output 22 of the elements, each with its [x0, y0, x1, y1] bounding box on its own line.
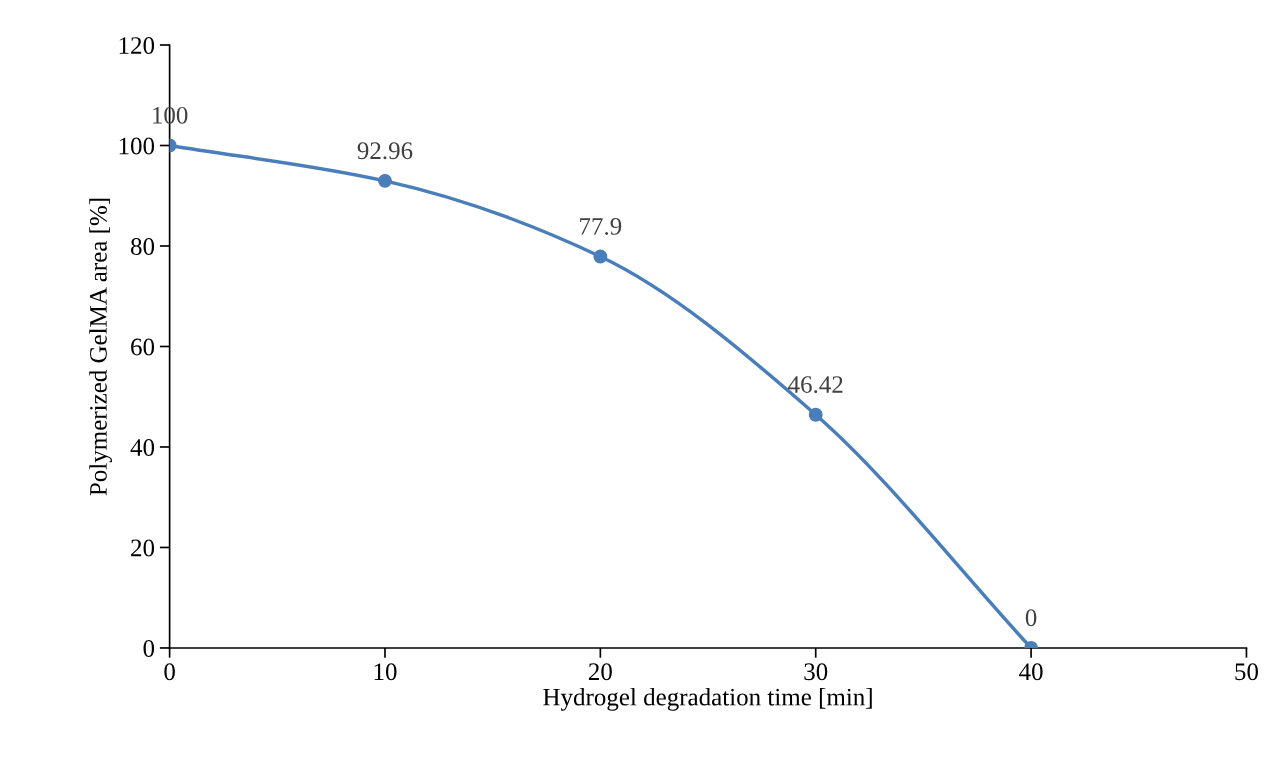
point: [378, 173, 392, 188]
y-tick-label: 100: [119, 137, 155, 155]
x-tick-label: 10: [374, 663, 397, 681]
point: [808, 407, 823, 422]
x-tick-label: 0: [164, 663, 175, 681]
x-tick-label: 30: [804, 663, 828, 681]
y-tick-label: 60: [131, 338, 155, 356]
data-label: 46.42: [788, 376, 843, 394]
data-label: 0: [1025, 609, 1037, 627]
y-tick-label: 0: [143, 640, 155, 657]
y-tick-label: 120: [119, 37, 155, 54]
data-label: 92.96: [357, 142, 413, 160]
y-axis-title: Polymerized GelMA area [%]: [89, 198, 112, 496]
x-tick-label: 40: [1019, 663, 1043, 681]
y-tick-label: 80: [130, 238, 155, 255]
x-tick-label: 50: [1235, 663, 1258, 681]
x-axis-title: Hydrogel degradation time [min]: [543, 687, 872, 711]
y-tick-label: 40: [130, 439, 155, 456]
y-tick-label: 20: [131, 539, 155, 557]
point: [593, 249, 608, 264]
x-tick-label: 20: [588, 663, 612, 681]
data-label: 77.9: [580, 218, 622, 235]
